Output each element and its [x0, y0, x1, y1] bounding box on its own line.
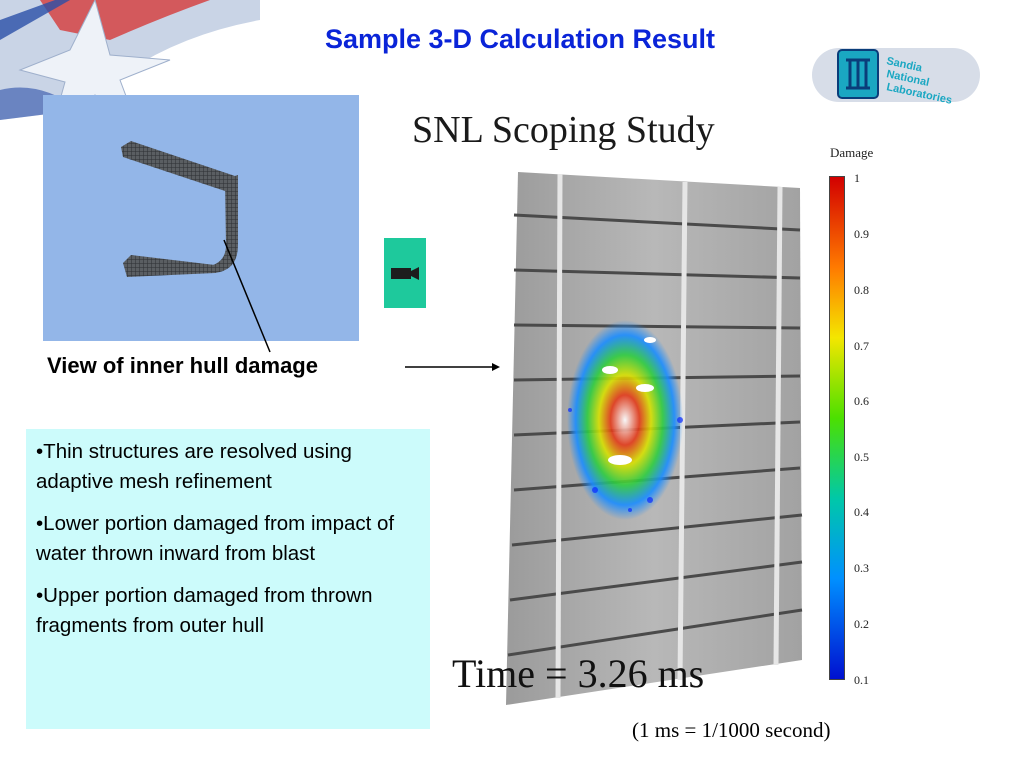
- legend-tick: 1: [854, 171, 860, 185]
- ms-conversion-note: (1 ms = 1/1000 second): [632, 718, 831, 742]
- legend-tick: 0.5: [854, 450, 869, 464]
- sandia-logo: Sandia National Laboratories: [812, 48, 980, 106]
- legend-tick: 0.8: [854, 283, 869, 297]
- legend-tick: 0.9: [854, 227, 869, 241]
- legend-title: Damage: [830, 145, 874, 160]
- bullet-item: •Thin structures are resolved using adap…: [36, 440, 352, 493]
- damage-colorbar: [829, 176, 845, 680]
- legend-tick: 0.4: [854, 505, 869, 519]
- study-title: SNL Scoping Study: [412, 109, 715, 151]
- legend-tick: 0.2: [854, 617, 869, 631]
- camera-button[interactable]: [384, 238, 426, 308]
- hull-cross-section: [121, 141, 238, 277]
- arrow-head-icon: [492, 363, 500, 371]
- video-camera-icon: [391, 267, 419, 280]
- bullet-notes-box: •Thin structures are resolved using adap…: [26, 429, 430, 729]
- legend-tick: 0.7: [854, 339, 869, 353]
- flag-star-graphic: [0, 0, 260, 120]
- bullet-item: •Upper portion damaged from thrown fragm…: [36, 584, 373, 637]
- hull-damage-simulation-image: [506, 172, 803, 705]
- legend-tick: 0.3: [854, 561, 869, 575]
- slide-title: Sample 3-D Calculation Result: [324, 24, 716, 54]
- time-label: Time = 3.26 ms: [452, 651, 705, 696]
- bullet-item: •Lower portion damaged from impact of wa…: [36, 512, 395, 565]
- inner-hull-damage-label: View of inner hull damage: [47, 353, 318, 378]
- inner-hull-view-panel: [43, 95, 359, 341]
- legend-tick: 0.6: [854, 394, 869, 408]
- legend-tick: 0.1: [854, 673, 869, 687]
